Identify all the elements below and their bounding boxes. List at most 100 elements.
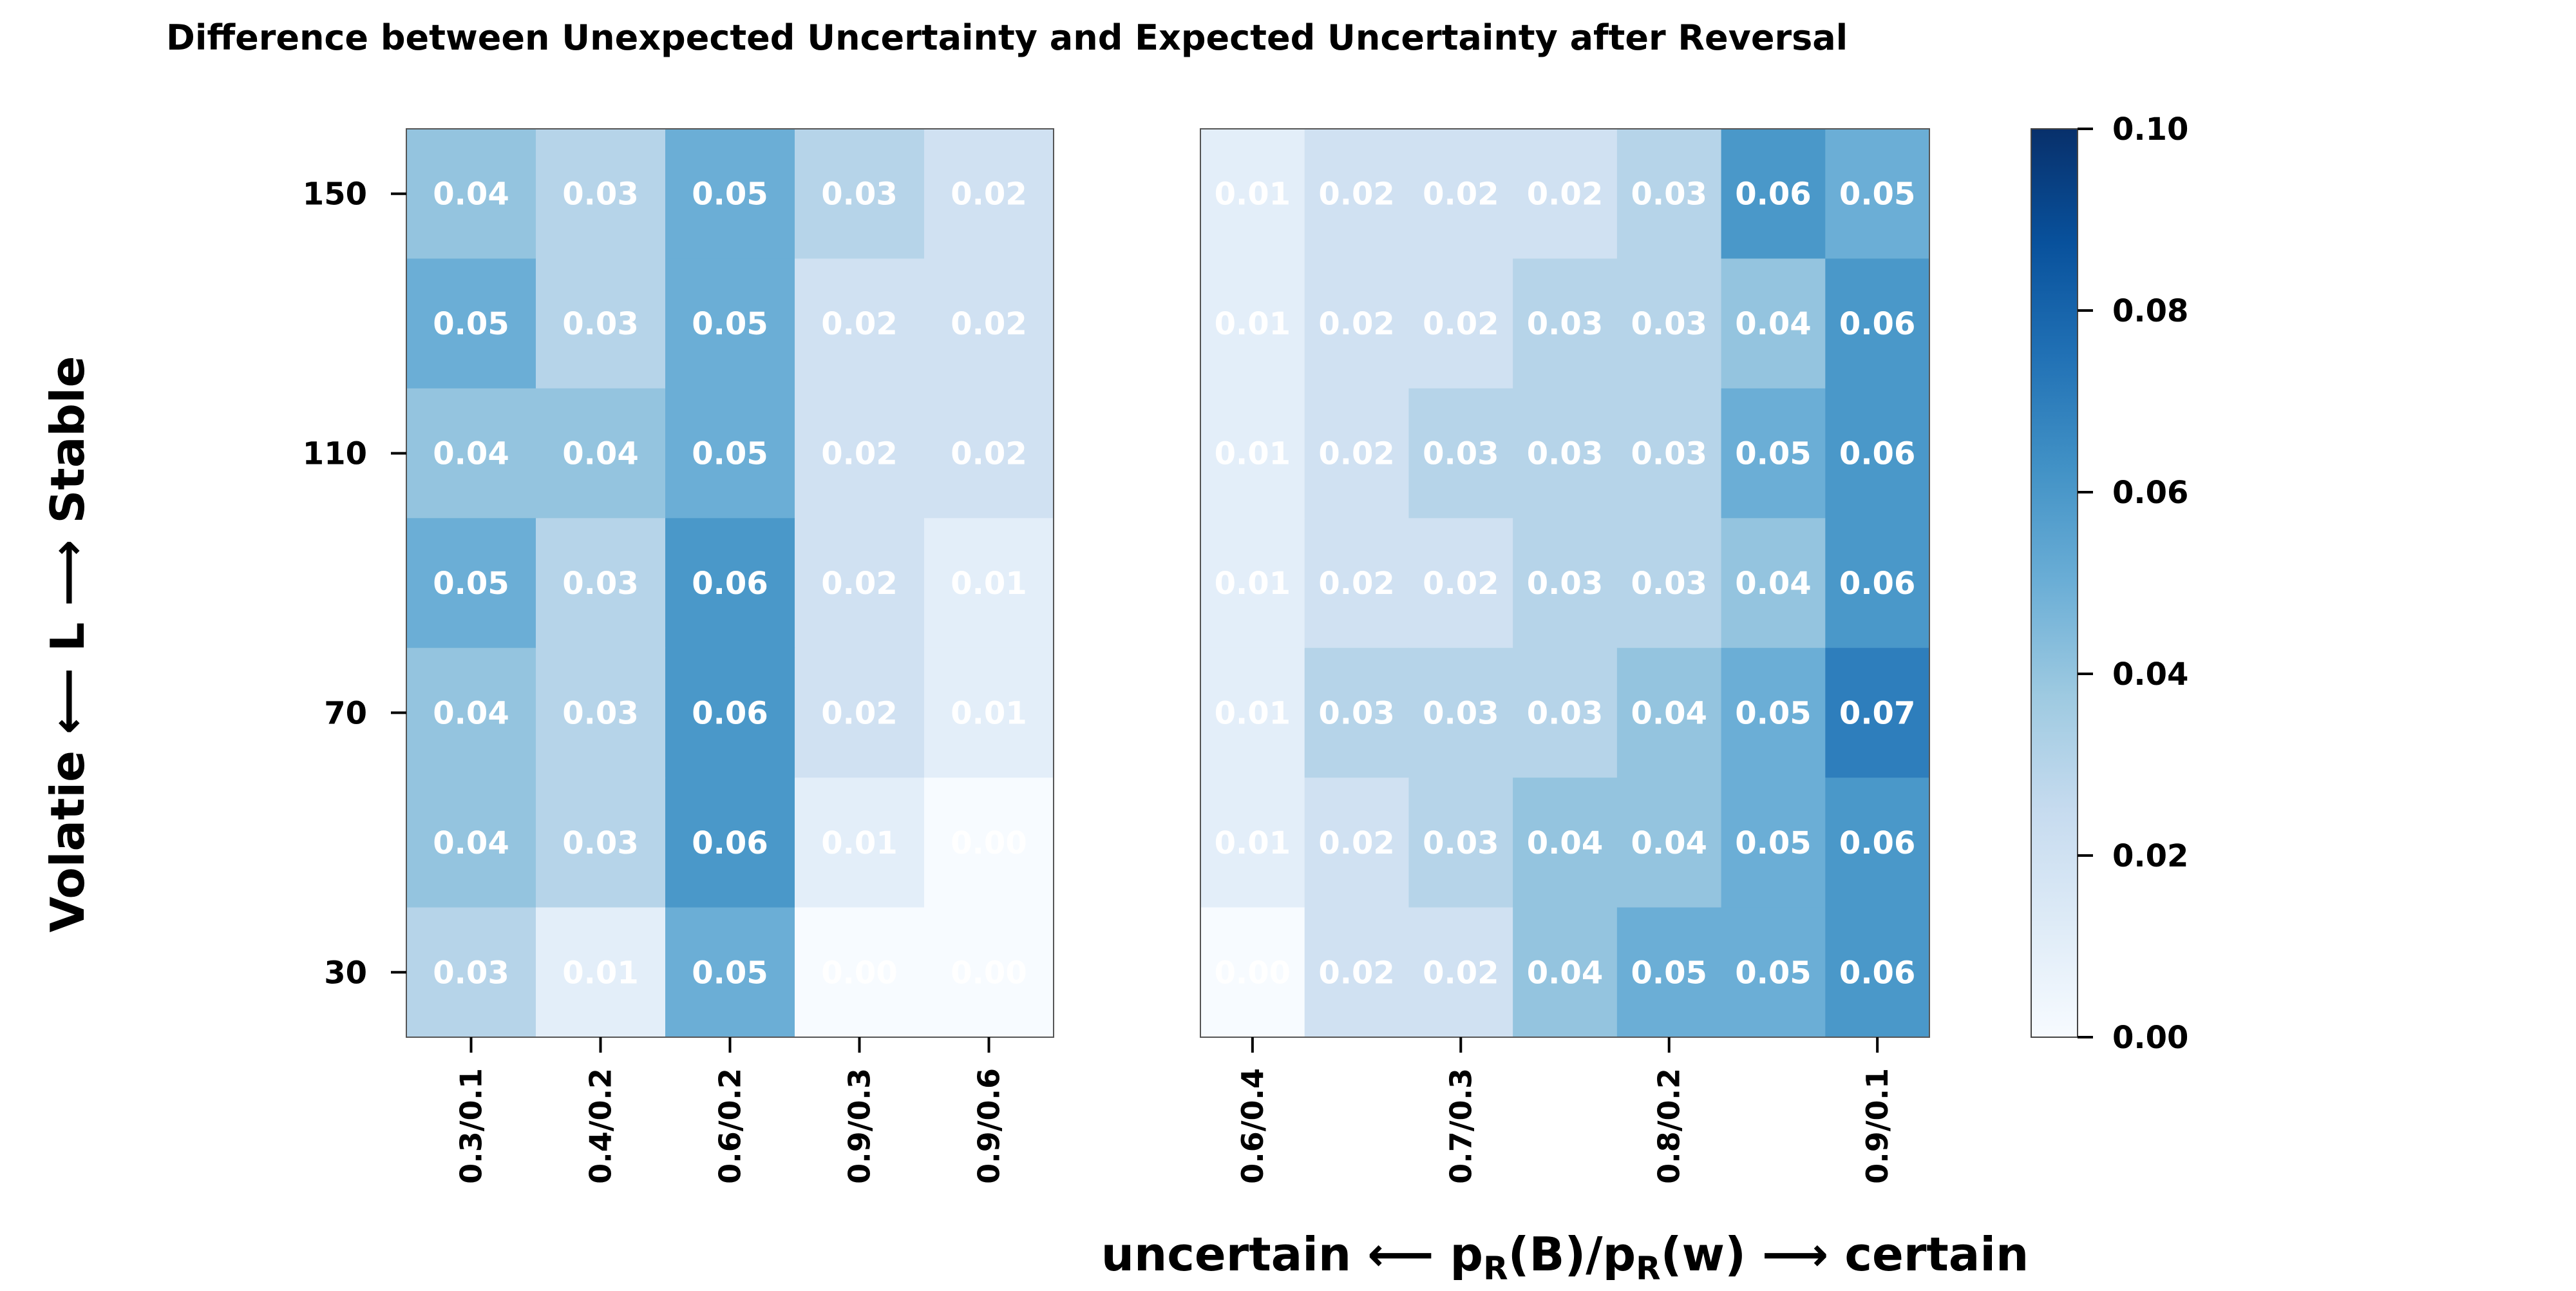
- heatmap-cell: [1408, 778, 1513, 908]
- heatmap-cell: [665, 778, 795, 908]
- heatmap-cell: [1408, 129, 1513, 260]
- y-tick-label: 70: [324, 695, 367, 731]
- cell-value-label: 0.01: [1215, 177, 1291, 213]
- heatmap-cell: [1304, 907, 1410, 1038]
- cell-value-label: 0.04: [1735, 306, 1811, 342]
- cell-value-label: 0.05: [692, 306, 768, 342]
- cell-value-label: 0.03: [1631, 436, 1707, 472]
- cell-value-label: 0.03: [1527, 695, 1603, 731]
- cell-value-label: 0.02: [1318, 436, 1394, 472]
- y-tick-label: 150: [303, 177, 367, 213]
- heatmap-cell: [536, 258, 666, 389]
- cell-value-label: 0.04: [1735, 566, 1811, 602]
- heatmap-cell: [795, 518, 925, 649]
- heatmap-cell: [1304, 129, 1410, 260]
- heatmap-cell: [406, 907, 536, 1038]
- x-tick-label: 0.4/0.2: [583, 1068, 618, 1184]
- x-tick-label: 0.3/0.1: [454, 1068, 489, 1184]
- y-tick-label: 30: [324, 955, 367, 991]
- heatmap-cell: [1721, 129, 1826, 260]
- cell-value-label: 0.04: [433, 177, 509, 213]
- cell-value-label: 0.01: [1215, 825, 1291, 861]
- heatmap-cell: [1616, 258, 1722, 389]
- heatmap-cell: [1408, 258, 1513, 389]
- cell-value-label: 0.03: [1318, 695, 1394, 731]
- cell-value-label: 0.05: [692, 436, 768, 472]
- cell-value-label: 0.02: [1423, 306, 1499, 342]
- heatmap-cell: [406, 778, 536, 908]
- x-axis-label-left: uncertain ⟵ p: [1101, 1227, 1483, 1281]
- cell-value-label: 0.00: [951, 955, 1027, 991]
- cell-value-label: 0.06: [1839, 566, 1915, 602]
- heatmap-cell: [1200, 518, 1305, 649]
- cell-value-label: 0.03: [1527, 566, 1603, 602]
- heatmap-cell: [406, 518, 536, 649]
- heatmap-cell: [536, 907, 666, 1038]
- cell-value-label: 0.01: [951, 566, 1027, 602]
- heatmap-cell: [1721, 647, 1826, 778]
- heatmap-cell: [1616, 129, 1722, 260]
- cell-value-label: 0.03: [1423, 695, 1499, 731]
- heatmap-panel-left: 0.04 0.03 0.05 0.03 0.02 0.05 0.03 0.05 0.02 0.02…: [406, 128, 1054, 1184]
- cell-value-label: 0.04: [1527, 955, 1603, 991]
- cell-value-label: 0.02: [1423, 177, 1499, 213]
- cell-value-label: 0.03: [1631, 177, 1707, 213]
- chart-title: Difference between Unexpected Uncertaint…: [166, 17, 1848, 58]
- cell-value-label: 0.02: [1527, 177, 1603, 213]
- colorbar-ticks: 0.00 0.02 0.04 0.06 0.08 0.10: [2078, 111, 2188, 1056]
- heatmap-cell: [1304, 647, 1410, 778]
- cell-value-label: 0.06: [1839, 825, 1915, 861]
- cell-value-label: 0.04: [1631, 695, 1707, 731]
- cell-value-label: 0.03: [562, 566, 638, 602]
- cell-value-label: 0.06: [1839, 436, 1915, 472]
- heatmap-cell: [1825, 388, 1930, 519]
- cell-value-label: 0.02: [1318, 177, 1394, 213]
- heatmap-cell: [924, 129, 1054, 260]
- cell-value-label: 0.06: [1735, 177, 1811, 213]
- heatmap-cell: [795, 388, 925, 519]
- cell-value-label: 0.03: [562, 695, 638, 731]
- heatmap-cell: [1200, 907, 1305, 1038]
- heatmap-cell: [1721, 388, 1826, 519]
- cell-value-label: 0.03: [1527, 436, 1603, 472]
- y-tick-label: 110: [303, 436, 367, 472]
- heatmap-cell: [1721, 518, 1826, 649]
- heatmap-cell: [1721, 907, 1826, 1038]
- cell-value-label: 0.01: [1215, 695, 1291, 731]
- colorbar-tick-label: 0.04: [2112, 656, 2188, 693]
- cell-value-label: 0.05: [1735, 436, 1811, 472]
- cell-value-label: 0.05: [1735, 955, 1811, 991]
- colorbar-gradient: [2031, 128, 2078, 1038]
- heatmap-panel-right: 0.01 0.02 0.02 0.02 0.03 0.06 0.05 0.01 0.02 0.02…: [1200, 128, 1930, 1184]
- heatmap-cell: [1200, 778, 1305, 908]
- cell-value-label: 0.03: [1423, 825, 1499, 861]
- x-axis-label-sub2: R: [1636, 1250, 1661, 1287]
- colorbar-tick-label: 0.10: [2112, 111, 2188, 148]
- cell-value-label: 0.04: [1527, 825, 1603, 861]
- heatmap-cell: [1304, 388, 1410, 519]
- heatmap-cell: [536, 129, 666, 260]
- heatmap-cell: [1513, 388, 1618, 519]
- heatmap-cell: [1408, 647, 1513, 778]
- heatmap-cell: [1513, 129, 1618, 260]
- heatmap-cell: [924, 907, 1054, 1038]
- heatmap-cell: [406, 258, 536, 389]
- y-axis-label: Volatie ⟵ L ⟶ Stable: [41, 356, 95, 933]
- cell-value-label: 0.03: [1423, 436, 1499, 472]
- cell-value-label: 0.03: [433, 955, 509, 991]
- heatmap-cell: [406, 647, 536, 778]
- heatmap-cell: [1721, 258, 1826, 389]
- cell-value-label: 0.03: [562, 177, 638, 213]
- cell-value-label: 0.02: [821, 436, 897, 472]
- cell-value-label: 0.02: [1318, 825, 1394, 861]
- cell-value-label: 0.05: [1839, 177, 1915, 213]
- x-tick-label: 0.9/0.6: [972, 1068, 1007, 1184]
- heatmap-cell: [1513, 258, 1618, 389]
- cell-value-label: 0.01: [1215, 306, 1291, 342]
- colorbar: 0.00 0.02 0.04 0.06 0.08 0.10: [2031, 111, 2188, 1056]
- cell-value-label: 0.01: [951, 695, 1027, 731]
- cell-value-label: 0.02: [951, 436, 1027, 472]
- x-tick-label: 0.9/0.1: [1860, 1068, 1895, 1184]
- cell-value-label: 0.02: [1423, 955, 1499, 991]
- cell-value-label: 0.02: [821, 306, 897, 342]
